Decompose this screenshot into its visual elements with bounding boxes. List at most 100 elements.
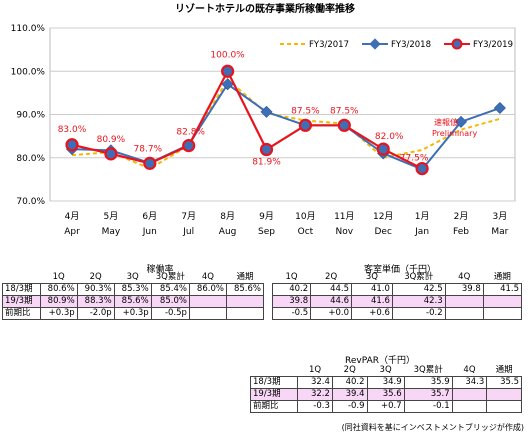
table-header-row: 1Q 2Q 3Q 3Q累計 4Q 通期 (250, 365, 522, 377)
x-tick-label: 6月 (142, 211, 157, 222)
table-header-cell: 4Q (452, 365, 487, 377)
table-cell: 35.9 (403, 376, 453, 389)
legend-label: FY3/2018 (391, 40, 431, 50)
legend-label: FY3/2019 (473, 40, 513, 50)
series-point (221, 64, 235, 78)
table-cell (225, 295, 265, 308)
data-label: 83.0% (58, 125, 87, 135)
table-cell: 42.3 (391, 295, 446, 308)
series-line (71, 68, 423, 170)
data-label: 100.0% (210, 50, 245, 60)
line-chart: 110.0% 100.0% 90.0% 80.0% 70.0% 4月 Apr 5月 May 6月 J… (11, 24, 516, 237)
table-cell: +0.3p (39, 307, 78, 320)
table-cell: +0.6 (351, 307, 393, 320)
table-cell: 80.9% (39, 295, 78, 308)
table-cell: 85.4% (150, 283, 190, 296)
table-cell: 19/3期 (2, 295, 41, 308)
table-cell: -2.0p (76, 307, 115, 320)
annotation-en: Preliminary (432, 129, 477, 138)
table-cell: 34.9 (366, 376, 405, 389)
table-cell: 18/3期 (2, 283, 41, 296)
table-cell: +0.7 (366, 400, 405, 413)
table-cell: 44.5 (310, 283, 353, 296)
data-label: 87.5% (291, 106, 320, 116)
series-point (298, 118, 312, 132)
table-cell: 40.2 (331, 376, 368, 389)
table-cell: 80.6% (39, 283, 78, 296)
y-tick-label: 90.0% (16, 111, 45, 121)
table-cell: -0.1 (403, 400, 453, 413)
table-cell: 86.0% (188, 283, 227, 296)
table-row: 前期比 +0.3p -2.0p +0.3p -0.5p (2, 307, 265, 320)
x-tick-label: 3月 (493, 211, 508, 222)
table-header-cell (2, 272, 41, 284)
x-tick-label-en: Jul (182, 227, 194, 237)
x-tick-label: 4月 (65, 211, 80, 222)
table-header-cell: 3Q累計 (392, 272, 446, 284)
table-cell: -0.2 (391, 307, 446, 320)
table-cell (451, 400, 488, 413)
legend-marker (369, 38, 381, 50)
x-tick-label-en: Oct (298, 227, 314, 237)
table-cell: 85.0% (150, 295, 190, 308)
table-row: 19/3期 32.2 39.4 35.6 35.7 (249, 388, 522, 401)
y-tick-label: 110.0% (11, 24, 46, 34)
table-cell: 40.2 (271, 283, 312, 296)
table-cell (486, 388, 522, 401)
table-cell (482, 307, 523, 320)
table-header-row: 1Q 2Q 3Q 3Q累計 4Q 通期 (272, 272, 522, 284)
x-tick-label-en: Jun (142, 227, 157, 237)
series-point (493, 102, 506, 115)
table-header-cell: 1Q (40, 272, 78, 284)
room-price-table: 1Q 2Q 3Q 3Q累計 4Q 通期 40.2 44.5 41.0 42.5 39.8 41.5 39… (271, 272, 523, 320)
table-cell (486, 400, 522, 413)
table-cell: 前期比 (2, 307, 41, 320)
table-cell (188, 307, 227, 320)
data-label: 80.9% (97, 135, 126, 145)
table-cell: -0.9 (331, 400, 368, 413)
table-cell: 39.8 (444, 283, 484, 296)
x-tick-label-en: Sep (258, 227, 275, 237)
table-cell: 41.0 (351, 283, 393, 296)
data-label: 81.9% (252, 158, 281, 168)
x-tick-label-en: May (102, 227, 121, 237)
table-cell: 85.6% (113, 295, 152, 308)
x-tick-label-en: Feb (453, 227, 469, 237)
table-header-row: 1Q 2Q 3Q 3Q累計 4Q 通期 (2, 272, 264, 284)
table-cell (482, 295, 523, 308)
table-header-cell: 2Q (332, 365, 368, 377)
x-tick-label-en: Dec (374, 227, 391, 237)
revpar-table-title: RevPAR（千円） (345, 356, 415, 366)
series-point (415, 161, 429, 176)
table-cell: 41.5 (482, 283, 523, 296)
series-point (221, 78, 234, 91)
chart-title: リゾートホテルの既存事業所稼働率推移 (175, 4, 355, 15)
series-point (143, 156, 157, 170)
table-cell: 34.3 (451, 376, 488, 389)
table-header-cell: 4Q (445, 272, 484, 284)
table-row: 前期比 -0.3 -0.9 +0.7 -0.1 (249, 400, 522, 413)
table-cell (225, 307, 265, 320)
table-header-cell: 通期 (226, 272, 264, 284)
table-cell: 42.5 (391, 283, 446, 296)
table-cell: 39.8 (271, 295, 312, 308)
x-tick-label-en: Jan (414, 227, 429, 237)
source-credit: (同社資料を基にインベストメントブリッジが作成) (341, 423, 524, 432)
x-tick-label: 2月 (454, 211, 469, 222)
table-cell (444, 307, 484, 320)
x-tick-label: 5月 (104, 211, 119, 222)
table-cell: 90.3% (76, 283, 115, 296)
x-tick-label-en: Mar (491, 227, 508, 237)
table-header-cell: 1Q (272, 272, 311, 284)
table-cell: +0.3p (113, 307, 152, 320)
table-row: 18/3期 80.6% 90.3% 85.3% 85.4% 86.0% 85.6% (2, 283, 265, 296)
y-tick-label: 80.0% (16, 154, 45, 164)
table-cell (451, 388, 488, 401)
table-cell: 32.4 (297, 376, 333, 389)
series-point (376, 142, 390, 156)
table-header-cell: 通期 (486, 365, 522, 377)
x-tick-label: 8月 (220, 211, 235, 222)
table-cell: -0.3 (297, 400, 333, 413)
x-tick-label: 12月 (373, 211, 393, 222)
series-point (337, 118, 351, 132)
